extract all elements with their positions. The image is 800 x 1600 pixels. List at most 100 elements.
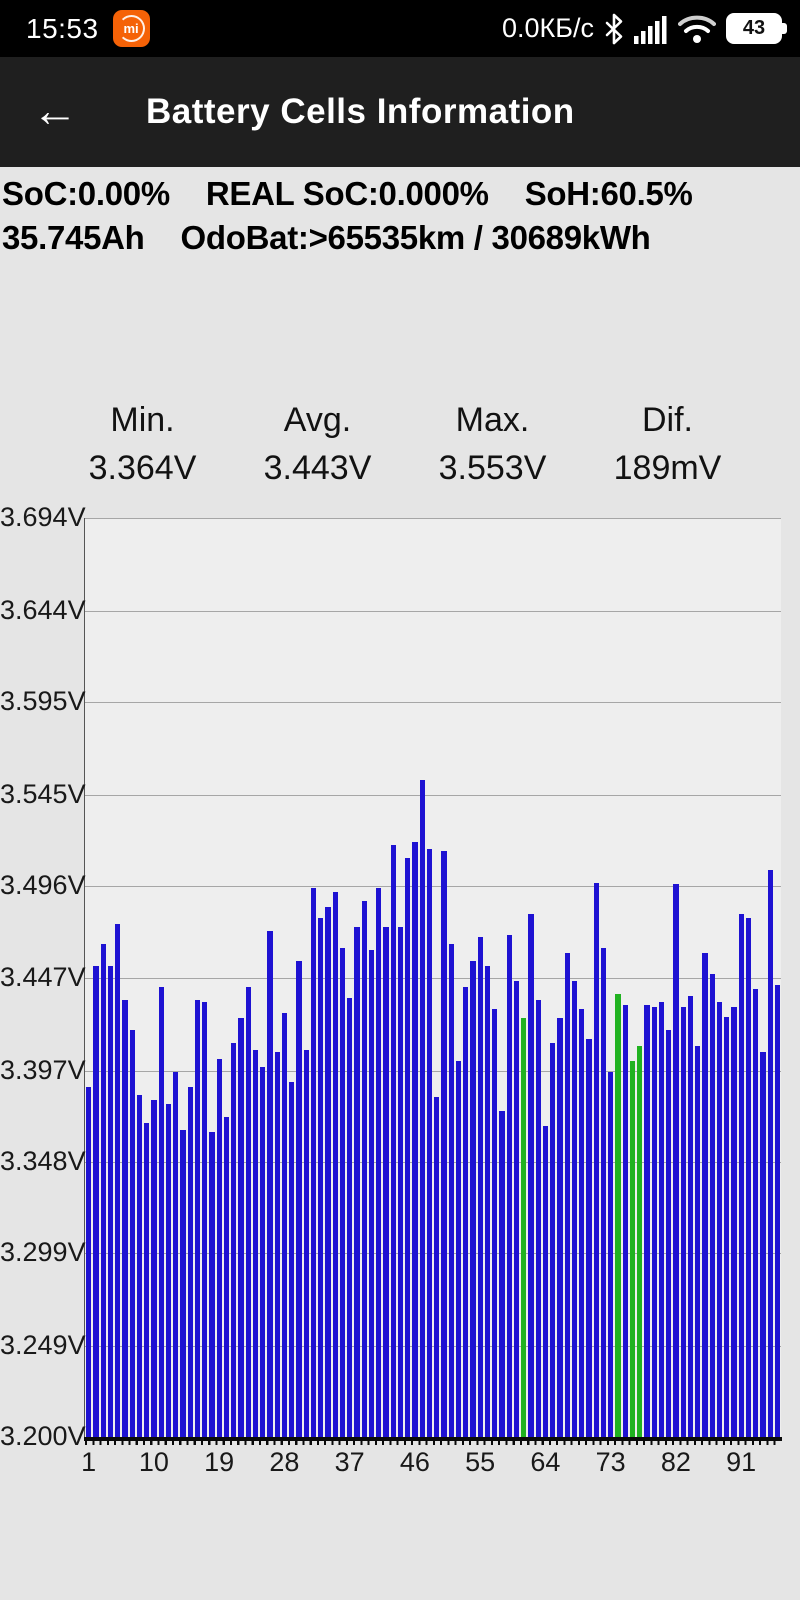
cell-bar-70	[586, 1038, 592, 1437]
network-speed-text: 0.0КБ/с	[502, 13, 594, 43]
cell-bar-17	[202, 1001, 208, 1437]
cell-bar-44	[397, 927, 404, 1437]
signal-strength-icon	[634, 15, 667, 44]
cell-bar-43	[390, 845, 396, 1437]
cell-bar-24	[252, 1050, 259, 1437]
cell-bar-33	[318, 917, 324, 1437]
cell-bar-52	[455, 1061, 462, 1437]
cell-bar-64	[542, 1126, 549, 1437]
cell-bar-51	[448, 944, 454, 1437]
cell-bar-58	[499, 1111, 505, 1437]
cell-bar-68	[571, 981, 578, 1437]
soc-value: SoC:0.00%	[2, 175, 170, 212]
clock-text: 15:53	[26, 12, 99, 44]
status-bar: 15:53 mi 0.0КБ/с 43	[0, 0, 800, 57]
cell-bar-20	[223, 1117, 230, 1437]
cell-bar-90	[731, 1007, 737, 1437]
cell-bar-49	[434, 1096, 440, 1437]
y-axis-line	[84, 518, 85, 1440]
cell-bar-40	[368, 949, 375, 1437]
real-soc-value: REAL SoC:0.000%	[205, 175, 489, 212]
cell-bar-61	[521, 1018, 527, 1437]
cell-bar-59	[506, 934, 512, 1437]
cell-bar-84	[687, 996, 694, 1437]
x-tick-label: 91	[726, 1447, 757, 1477]
cell-bar-6	[122, 999, 128, 1437]
cell-bar-26	[267, 931, 273, 1437]
stat-avg: Avg. 3.443V	[230, 396, 405, 492]
cell-bar-78	[644, 1005, 650, 1437]
x-tick-label: 46	[399, 1447, 430, 1477]
y-tick-label: 3.348V	[0, 1145, 86, 1176]
stat-label: Min.	[110, 401, 175, 439]
cell-bar-12	[165, 1104, 172, 1437]
y-tick-label: 3.595V	[0, 686, 86, 717]
cell-bar-28	[281, 1012, 288, 1437]
cell-bar-38	[354, 927, 360, 1437]
cell-bar-35	[332, 891, 338, 1437]
x-tick-label: 19	[204, 1447, 235, 1477]
bluetooth-icon	[605, 13, 623, 44]
y-tick-label: 3.694V	[0, 502, 86, 532]
cell-bar-77	[637, 1046, 643, 1437]
x-tick-label: 73	[595, 1447, 626, 1477]
grid-line	[85, 611, 781, 613]
y-tick-label: 3.545V	[0, 779, 86, 810]
cell-bar-89	[724, 1016, 730, 1437]
grid-line	[85, 702, 781, 704]
cell-bar-27	[274, 1051, 280, 1437]
page-title: Battery Cells Information	[146, 92, 575, 131]
cell-bar-66	[557, 1018, 563, 1437]
cell-bar-5	[115, 923, 121, 1437]
capacity-value: 35.745Ah	[2, 219, 145, 256]
cell-bar-21	[231, 1042, 237, 1437]
grid-line	[85, 795, 781, 797]
battery-summary: SoC:0.00% REAL SoC:0.000% SoH:60.5% 35.7…	[2, 172, 798, 260]
app-bar: ← Battery Cells Information	[0, 57, 800, 167]
cell-bar-81	[666, 1029, 672, 1437]
cell-bar-86	[702, 953, 708, 1437]
x-tick-label: 82	[660, 1447, 691, 1477]
summary-line-2: 35.745Ah OdoBat:>65535km / 30689kWh	[2, 216, 798, 260]
cell-bar-30	[296, 960, 302, 1437]
cell-bar-75	[622, 1005, 628, 1437]
cell-bar-53	[463, 986, 469, 1437]
cell-bar-62	[528, 914, 534, 1437]
cell-bar-91	[738, 914, 744, 1437]
y-tick-label: 3.447V	[0, 961, 86, 992]
cell-bar-80	[658, 1001, 665, 1437]
back-button[interactable]: ←	[0, 87, 110, 137]
cell-bar-32	[310, 888, 317, 1437]
grid-line	[85, 1252, 781, 1254]
cell-bar-67	[564, 953, 570, 1437]
cell-bar-74	[615, 994, 621, 1437]
cell-bar-42	[383, 927, 389, 1437]
cell-bar-82	[673, 884, 679, 1437]
cell-bar-96	[774, 984, 781, 1437]
x-tick-label: 64	[530, 1447, 561, 1477]
grid-line	[85, 518, 781, 519]
cell-bar-15	[187, 1087, 193, 1437]
back-arrow-icon: ←	[32, 84, 78, 136]
odometer-value: OdoBat:>65535km / 30689kWh	[180, 219, 651, 256]
cell-bar-54	[470, 960, 476, 1437]
y-tick-label: 3.644V	[0, 595, 86, 626]
y-tick-label: 3.496V	[0, 870, 86, 901]
cell-bar-14	[180, 1130, 186, 1437]
x-tick-label: 1	[81, 1447, 97, 1477]
cell-bar-50	[441, 851, 447, 1437]
grid-line	[85, 977, 781, 979]
voltage-stats-row: Min. 3.364V Avg. 3.443V Max. 3.553V Dif. 189mV	[55, 396, 755, 492]
soh-value: SoH:60.5%	[524, 175, 693, 212]
cell-bar-2	[93, 966, 99, 1437]
cell-bar-60	[513, 981, 520, 1437]
cell-bar-57	[492, 1009, 498, 1437]
stat-label: Avg.	[283, 401, 352, 439]
cell-bar-88	[716, 1001, 723, 1437]
cell-bar-95	[767, 869, 773, 1437]
cell-bar-55	[477, 936, 483, 1437]
cell-bar-69	[579, 1009, 585, 1437]
x-tick-label: 55	[465, 1447, 496, 1477]
x-tick-label: 37	[334, 1447, 365, 1477]
